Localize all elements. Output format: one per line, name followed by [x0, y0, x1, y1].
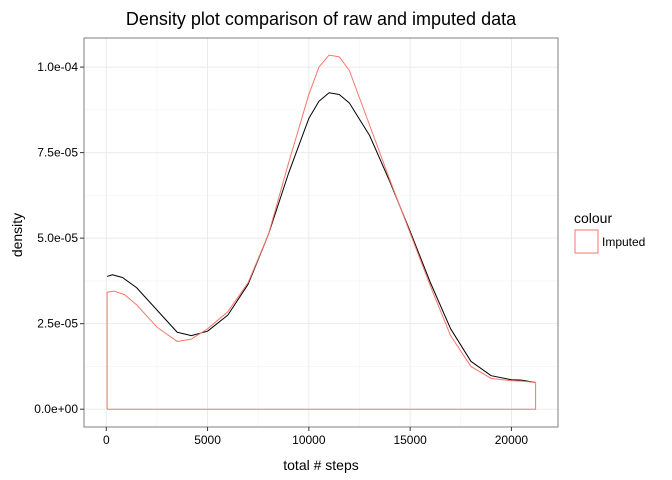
x-tick-label: 15000 [393, 433, 427, 447]
x-tick-label: 0 [103, 433, 110, 447]
x-tick-label: 5000 [194, 433, 221, 447]
plot-panel [84, 38, 558, 427]
legend-label-imputed: Imputed [602, 235, 645, 249]
legend-key-imputed [574, 229, 599, 254]
x-axis-title: total # steps [283, 457, 359, 473]
x-tick-label: 10000 [292, 433, 326, 447]
y-axis: 0.0e+00 2.5e-05 5.0e-05 7.5e-05 1.0e-04 [34, 60, 84, 416]
series-layer [106, 54, 537, 410]
legend: colour Imputed [574, 210, 645, 254]
y-tick-label: 0.0e+00 [34, 402, 78, 416]
y-axis-title: density [9, 213, 25, 257]
y-tick-label: 5.0e-05 [37, 231, 78, 245]
y-tick-label: 2.5e-05 [37, 317, 78, 331]
plot-panel-border [83, 37, 559, 428]
legend-title: colour [574, 210, 612, 226]
y-tick-label: 7.5e-05 [37, 146, 78, 160]
series-line-imputed [106, 54, 537, 410]
series-line-0 [106, 92, 536, 384]
y-tick-label: 1.0e-04 [37, 60, 78, 74]
x-axis: 0 5000 10000 15000 20000 [103, 427, 528, 447]
grid-minor [84, 38, 558, 427]
x-tick-label: 20000 [495, 433, 529, 447]
chart-title: Density plot comparison of raw and imput… [126, 9, 517, 29]
